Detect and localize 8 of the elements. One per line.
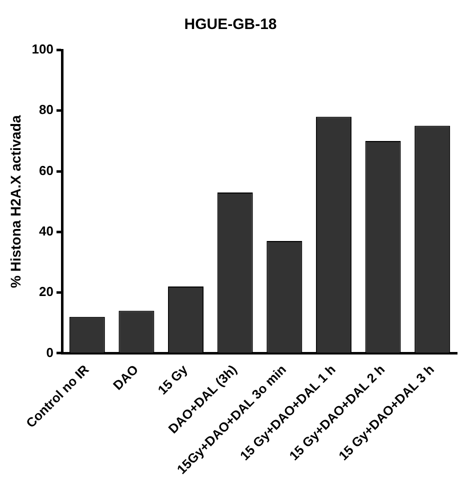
y-tick-label: 80: [39, 102, 54, 118]
y-tick-label: 100: [32, 42, 54, 57]
y-tick-label: 60: [39, 162, 54, 178]
chart-title: HGUE-GB-18: [184, 16, 277, 34]
y-tick-label: 40: [39, 224, 54, 239]
y-tick-label: 0: [46, 344, 54, 360]
y-axis-title: % Histona H2A.X activada: [7, 115, 24, 288]
y-tick-label: 20: [39, 284, 54, 300]
